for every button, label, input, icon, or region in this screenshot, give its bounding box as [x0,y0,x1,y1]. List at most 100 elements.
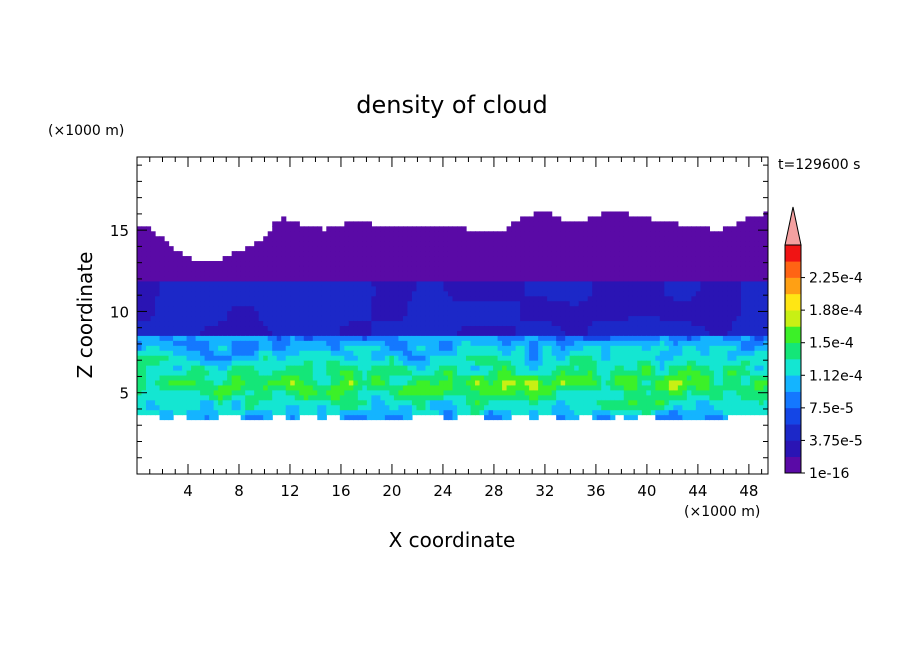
density-cell [168,389,174,396]
density-cell [227,340,233,346]
density-cell [366,340,372,346]
density-cell [411,241,418,247]
density-cell [438,275,445,282]
density-cell [263,275,269,282]
density-cell [272,409,278,416]
density-cell [457,246,463,252]
density-cell [659,335,665,341]
density-cell [213,350,219,356]
time-label: t=129600 s [778,157,860,173]
density-cell [186,360,192,366]
density-cell [542,335,548,341]
density-cell [695,394,701,401]
density-cell [254,270,260,277]
density-cell [709,285,715,292]
density-cell [704,335,711,341]
density-cell [596,409,602,416]
density-cell [700,399,706,406]
density-cell [655,414,661,421]
density-cell [290,270,296,277]
density-cell [452,270,458,277]
density-cell [294,275,300,282]
density-cell [596,236,602,242]
density-cell [182,330,188,336]
density-cell [641,280,647,287]
density-cell [330,265,336,272]
density-cell [623,320,629,327]
density-cell [637,295,643,302]
density-cell [650,285,656,292]
density-cell [384,369,390,376]
density-cell [177,261,183,267]
density-cell [704,379,711,386]
density-cell [470,310,476,317]
density-cell [709,335,715,341]
density-cell [479,305,485,312]
density-cell [240,251,246,257]
density-cell [150,320,156,327]
density-cell [200,310,206,317]
density-cell [312,394,318,401]
density-cell [371,290,377,297]
density-cell [452,379,458,386]
density-cell [195,265,201,272]
density-cell [222,285,228,292]
density-cell [236,270,242,277]
density-cell [484,330,490,336]
density-cell [628,300,634,307]
density-cell [565,315,571,322]
density-cell [290,345,296,351]
density-cell [141,300,147,307]
density-cell [362,350,368,356]
density-cell [177,315,183,322]
density-cell [641,374,647,381]
density-cell [700,360,706,366]
density-cell [542,374,548,381]
density-cell [362,261,368,267]
density-cell [173,256,179,262]
density-cell [308,409,314,416]
density-cell [447,365,454,371]
density-cell [619,389,625,396]
density-cell [168,246,174,252]
density-cell [407,350,413,356]
density-cell [438,330,445,336]
density-cell [565,280,571,287]
density-cell [195,290,201,297]
density-cell [362,379,368,386]
density-cell [470,285,476,292]
density-cell [569,384,575,391]
density-cell [164,280,170,287]
density-cell [488,290,494,297]
density-cell [506,275,512,282]
density-cell [560,345,566,351]
density-cell [420,325,427,331]
density-cell [605,384,611,391]
density-cell [393,285,400,292]
density-cell [272,261,278,267]
density-cell [560,241,566,247]
density-cell [668,270,674,277]
density-cell [641,300,647,307]
density-cell [447,394,454,401]
density-cell [393,295,400,302]
density-cell [470,251,476,257]
density-cell [330,280,336,287]
density-cell [551,394,557,401]
density-cell [263,409,269,416]
density-cell [515,226,521,232]
density-cell [204,345,210,351]
density-cell [263,340,269,346]
density-cell [164,251,170,257]
density-cell [375,330,381,336]
density-cell [488,305,494,312]
density-cell [353,221,359,227]
density-cell [592,251,598,257]
density-cell [574,345,580,351]
density-cell [326,226,332,232]
density-cell [447,231,454,237]
density-cell [254,261,260,267]
density-cell [583,350,589,356]
density-cell [691,355,697,361]
density-cell [290,360,296,366]
